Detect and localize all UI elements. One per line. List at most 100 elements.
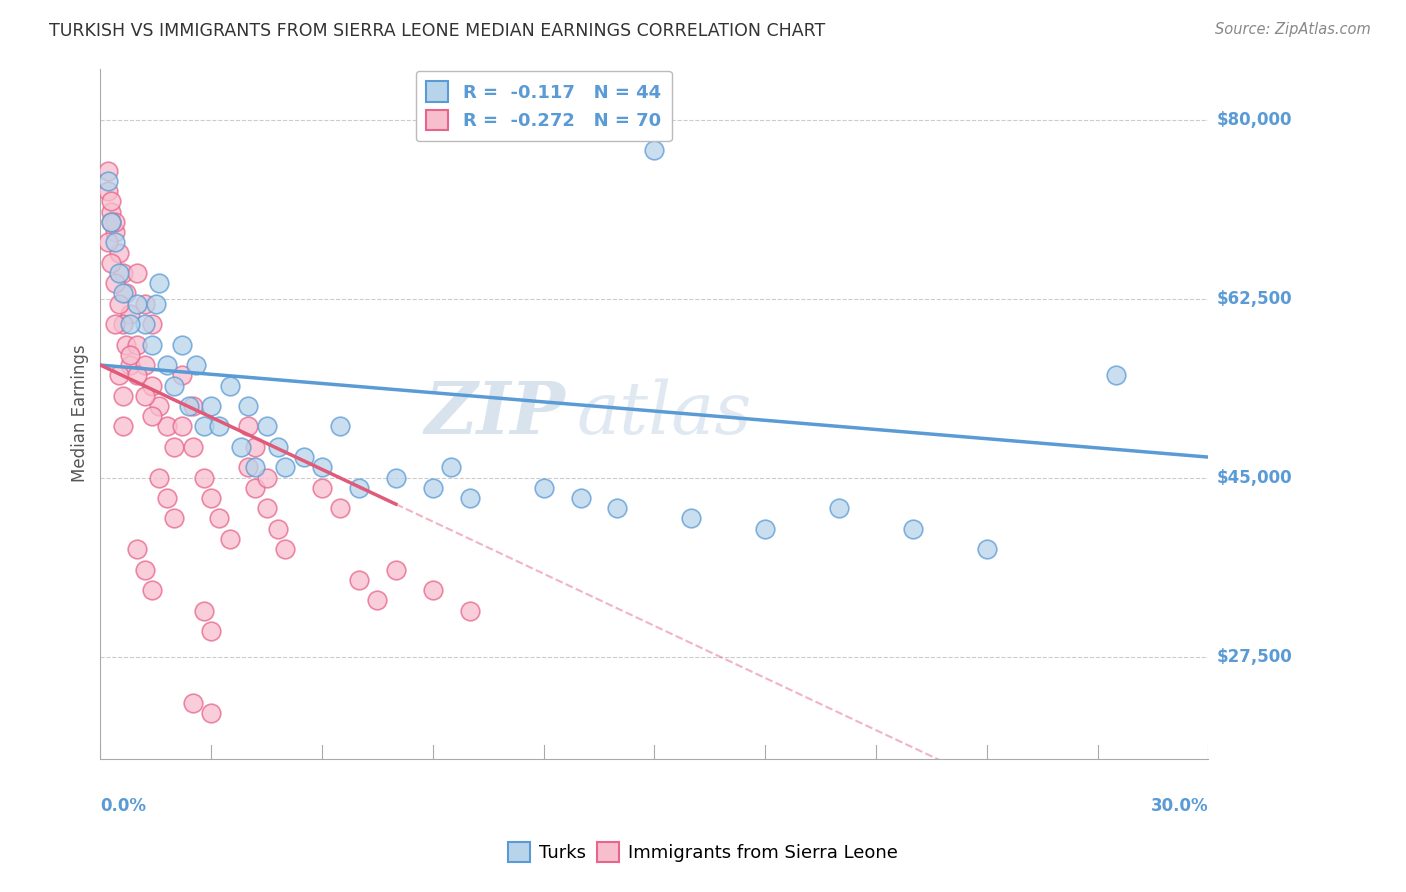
- Point: [256, 501, 278, 516]
- Point: [177, 399, 200, 413]
- Text: $27,500: $27,500: [1216, 648, 1292, 665]
- Point: [108, 266, 131, 280]
- Point: [754, 522, 776, 536]
- Point: [440, 460, 463, 475]
- Point: [111, 266, 134, 280]
- Point: [366, 593, 388, 607]
- Point: [229, 440, 252, 454]
- Point: [266, 440, 288, 454]
- Point: [218, 532, 240, 546]
- Point: [141, 409, 163, 424]
- Point: [100, 204, 122, 219]
- Point: [329, 419, 352, 434]
- Point: [134, 358, 156, 372]
- Point: [200, 624, 222, 638]
- Point: [207, 511, 229, 525]
- Point: [163, 440, 186, 454]
- Point: [134, 317, 156, 331]
- Point: [111, 389, 134, 403]
- Point: [256, 470, 278, 484]
- Point: [533, 481, 555, 495]
- Point: [97, 174, 120, 188]
- Point: [115, 337, 138, 351]
- Point: [200, 706, 222, 720]
- Point: [245, 481, 267, 495]
- Point: [606, 501, 628, 516]
- Text: 30.0%: 30.0%: [1152, 797, 1209, 814]
- Point: [100, 256, 122, 270]
- Point: [156, 358, 179, 372]
- Point: [256, 419, 278, 434]
- Point: [385, 470, 408, 484]
- Point: [236, 460, 259, 475]
- Point: [145, 296, 167, 310]
- Point: [311, 460, 333, 475]
- Point: [111, 317, 134, 331]
- Text: Source: ZipAtlas.com: Source: ZipAtlas.com: [1215, 22, 1371, 37]
- Point: [104, 215, 127, 229]
- Text: ZIP: ZIP: [425, 378, 565, 450]
- Y-axis label: Median Earnings: Median Earnings: [72, 345, 89, 483]
- Point: [181, 399, 204, 413]
- Point: [115, 286, 138, 301]
- Point: [311, 481, 333, 495]
- Point: [100, 194, 122, 209]
- Point: [170, 337, 193, 351]
- Point: [236, 419, 259, 434]
- Point: [127, 296, 149, 310]
- Text: $80,000: $80,000: [1216, 111, 1292, 128]
- Point: [181, 696, 204, 710]
- Point: [141, 582, 163, 597]
- Point: [200, 491, 222, 505]
- Point: [108, 296, 131, 310]
- Point: [111, 286, 134, 301]
- Point: [163, 378, 186, 392]
- Point: [200, 399, 222, 413]
- Point: [163, 511, 186, 525]
- Point: [170, 368, 193, 383]
- Point: [134, 563, 156, 577]
- Point: [422, 481, 444, 495]
- Point: [292, 450, 315, 464]
- Point: [108, 368, 131, 383]
- Point: [976, 542, 998, 557]
- Text: TURKISH VS IMMIGRANTS FROM SIERRA LEONE MEDIAN EARNINGS CORRELATION CHART: TURKISH VS IMMIGRANTS FROM SIERRA LEONE …: [49, 22, 825, 40]
- Point: [97, 235, 120, 250]
- Point: [347, 481, 370, 495]
- Point: [422, 582, 444, 597]
- Point: [347, 573, 370, 587]
- Point: [458, 491, 481, 505]
- Text: 0.0%: 0.0%: [100, 797, 146, 814]
- Point: [245, 460, 267, 475]
- Point: [236, 399, 259, 413]
- Point: [104, 235, 127, 250]
- Point: [108, 245, 131, 260]
- Point: [97, 163, 120, 178]
- Point: [127, 266, 149, 280]
- Point: [134, 296, 156, 310]
- Point: [901, 522, 924, 536]
- Point: [156, 491, 179, 505]
- Point: [104, 317, 127, 331]
- Point: [127, 337, 149, 351]
- Point: [148, 470, 170, 484]
- Point: [569, 491, 592, 505]
- Point: [186, 358, 208, 372]
- Point: [828, 501, 851, 516]
- Point: [148, 399, 170, 413]
- Point: [127, 542, 149, 557]
- Point: [118, 307, 141, 321]
- Point: [100, 215, 122, 229]
- Point: [181, 440, 204, 454]
- Point: [118, 317, 141, 331]
- Point: [156, 419, 179, 434]
- Point: [141, 317, 163, 331]
- Text: $62,500: $62,500: [1216, 290, 1292, 308]
- Point: [266, 522, 288, 536]
- Point: [458, 603, 481, 617]
- Point: [385, 563, 408, 577]
- Point: [97, 184, 120, 198]
- Point: [104, 225, 127, 239]
- Point: [141, 378, 163, 392]
- Point: [127, 368, 149, 383]
